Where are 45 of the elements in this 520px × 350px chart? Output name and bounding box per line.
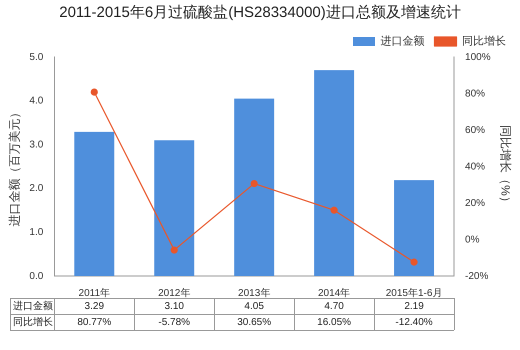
data-label: -5.78% bbox=[158, 316, 190, 328]
point bbox=[90, 88, 98, 96]
y-tick-label: 0.0 bbox=[29, 270, 44, 282]
chart-title: 2011-2015年6月过硫酸盐(HS28334000)进口总额及增速统计 bbox=[59, 4, 461, 22]
y2-tick-label: -20% bbox=[465, 270, 488, 282]
text: 同比增长 bbox=[13, 316, 53, 328]
bar bbox=[154, 140, 194, 276]
data-label: 3.10 bbox=[164, 300, 184, 312]
bar bbox=[74, 132, 114, 276]
bar bbox=[394, 180, 434, 276]
y-axis-title: 进口金额（百万美元） bbox=[8, 106, 22, 226]
y-tick-label: 2.0 bbox=[29, 183, 44, 194]
y2-tick-label: 20% bbox=[465, 198, 486, 209]
bar bbox=[234, 98, 274, 276]
data-label: 4.70 bbox=[324, 300, 344, 312]
y-tick-label: 5.0 bbox=[29, 52, 44, 63]
y-tick-label: 4.0 bbox=[29, 96, 44, 107]
text: 进口金额 bbox=[13, 300, 53, 312]
data-label: 4.05 bbox=[244, 300, 264, 312]
y2-tick-label: 80% bbox=[465, 88, 486, 100]
y2-tick-label: 60% bbox=[465, 124, 486, 136]
y2-axis-title: 同比增长（%） bbox=[498, 125, 512, 208]
data-label: 2.19 bbox=[404, 300, 424, 312]
x-tick-label: 2015年1-6月 bbox=[386, 286, 442, 299]
x-tick-label: 2011年 bbox=[78, 286, 110, 299]
data-label: 80.77% bbox=[77, 316, 112, 328]
point bbox=[170, 246, 178, 254]
data-label: -12.40% bbox=[395, 316, 433, 328]
y2-tick-label: 40% bbox=[465, 161, 486, 172]
x-tick-label: 2014年 bbox=[318, 286, 350, 299]
legend-label: 同比增长 bbox=[462, 34, 506, 48]
x-tick-label: 2013年 bbox=[238, 286, 270, 299]
x-tick-label: 2012年 bbox=[158, 286, 190, 299]
y2-tick-label: 0% bbox=[465, 234, 480, 246]
data-label: 3.29 bbox=[84, 300, 104, 312]
y-tick-label: 1.0 bbox=[29, 226, 44, 238]
point bbox=[410, 258, 418, 266]
point bbox=[250, 180, 258, 188]
data-label: 30.65% bbox=[237, 316, 272, 328]
bar bbox=[314, 70, 354, 276]
y2-tick-label: 100% bbox=[465, 52, 491, 63]
point bbox=[330, 206, 338, 214]
y-tick-label: 3.0 bbox=[29, 139, 44, 150]
data-label: 16.05% bbox=[317, 316, 352, 328]
legend-label: 进口金额 bbox=[380, 34, 424, 48]
